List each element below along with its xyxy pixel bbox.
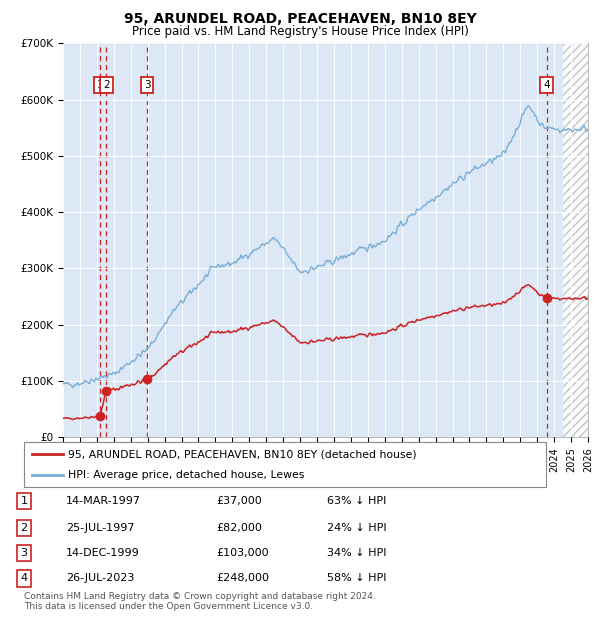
Text: 1: 1 (20, 496, 28, 506)
Text: 63% ↓ HPI: 63% ↓ HPI (327, 496, 386, 506)
Text: HPI: Average price, detached house, Lewes: HPI: Average price, detached house, Lewe… (68, 469, 305, 480)
Text: Contains HM Land Registry data © Crown copyright and database right 2024.: Contains HM Land Registry data © Crown c… (24, 592, 376, 601)
Text: 3: 3 (143, 80, 151, 90)
Text: This data is licensed under the Open Government Licence v3.0.: This data is licensed under the Open Gov… (24, 602, 313, 611)
Text: £82,000: £82,000 (216, 523, 262, 533)
Text: 95, ARUNDEL ROAD, PEACEHAVEN, BN10 8EY: 95, ARUNDEL ROAD, PEACEHAVEN, BN10 8EY (124, 12, 476, 27)
FancyBboxPatch shape (24, 442, 546, 487)
Text: 58% ↓ HPI: 58% ↓ HPI (327, 574, 386, 583)
Text: £103,000: £103,000 (216, 548, 269, 558)
Text: 2: 2 (103, 80, 110, 90)
Bar (563, 43, 588, 437)
Text: 26-JUL-2023: 26-JUL-2023 (66, 574, 134, 583)
Text: 95, ARUNDEL ROAD, PEACEHAVEN, BN10 8EY (detached house): 95, ARUNDEL ROAD, PEACEHAVEN, BN10 8EY (… (68, 449, 417, 459)
Text: £37,000: £37,000 (216, 496, 262, 506)
Text: £248,000: £248,000 (216, 574, 269, 583)
Text: 24% ↓ HPI: 24% ↓ HPI (327, 523, 386, 533)
Text: 1: 1 (97, 80, 103, 90)
Text: 4: 4 (20, 574, 28, 583)
Text: Price paid vs. HM Land Registry's House Price Index (HPI): Price paid vs. HM Land Registry's House … (131, 25, 469, 38)
Text: 25-JUL-1997: 25-JUL-1997 (66, 523, 134, 533)
Text: 4: 4 (544, 80, 550, 90)
Text: 3: 3 (20, 548, 28, 558)
Text: 14-DEC-1999: 14-DEC-1999 (66, 548, 140, 558)
Text: 34% ↓ HPI: 34% ↓ HPI (327, 548, 386, 558)
Text: 14-MAR-1997: 14-MAR-1997 (66, 496, 141, 506)
Text: 2: 2 (20, 523, 28, 533)
